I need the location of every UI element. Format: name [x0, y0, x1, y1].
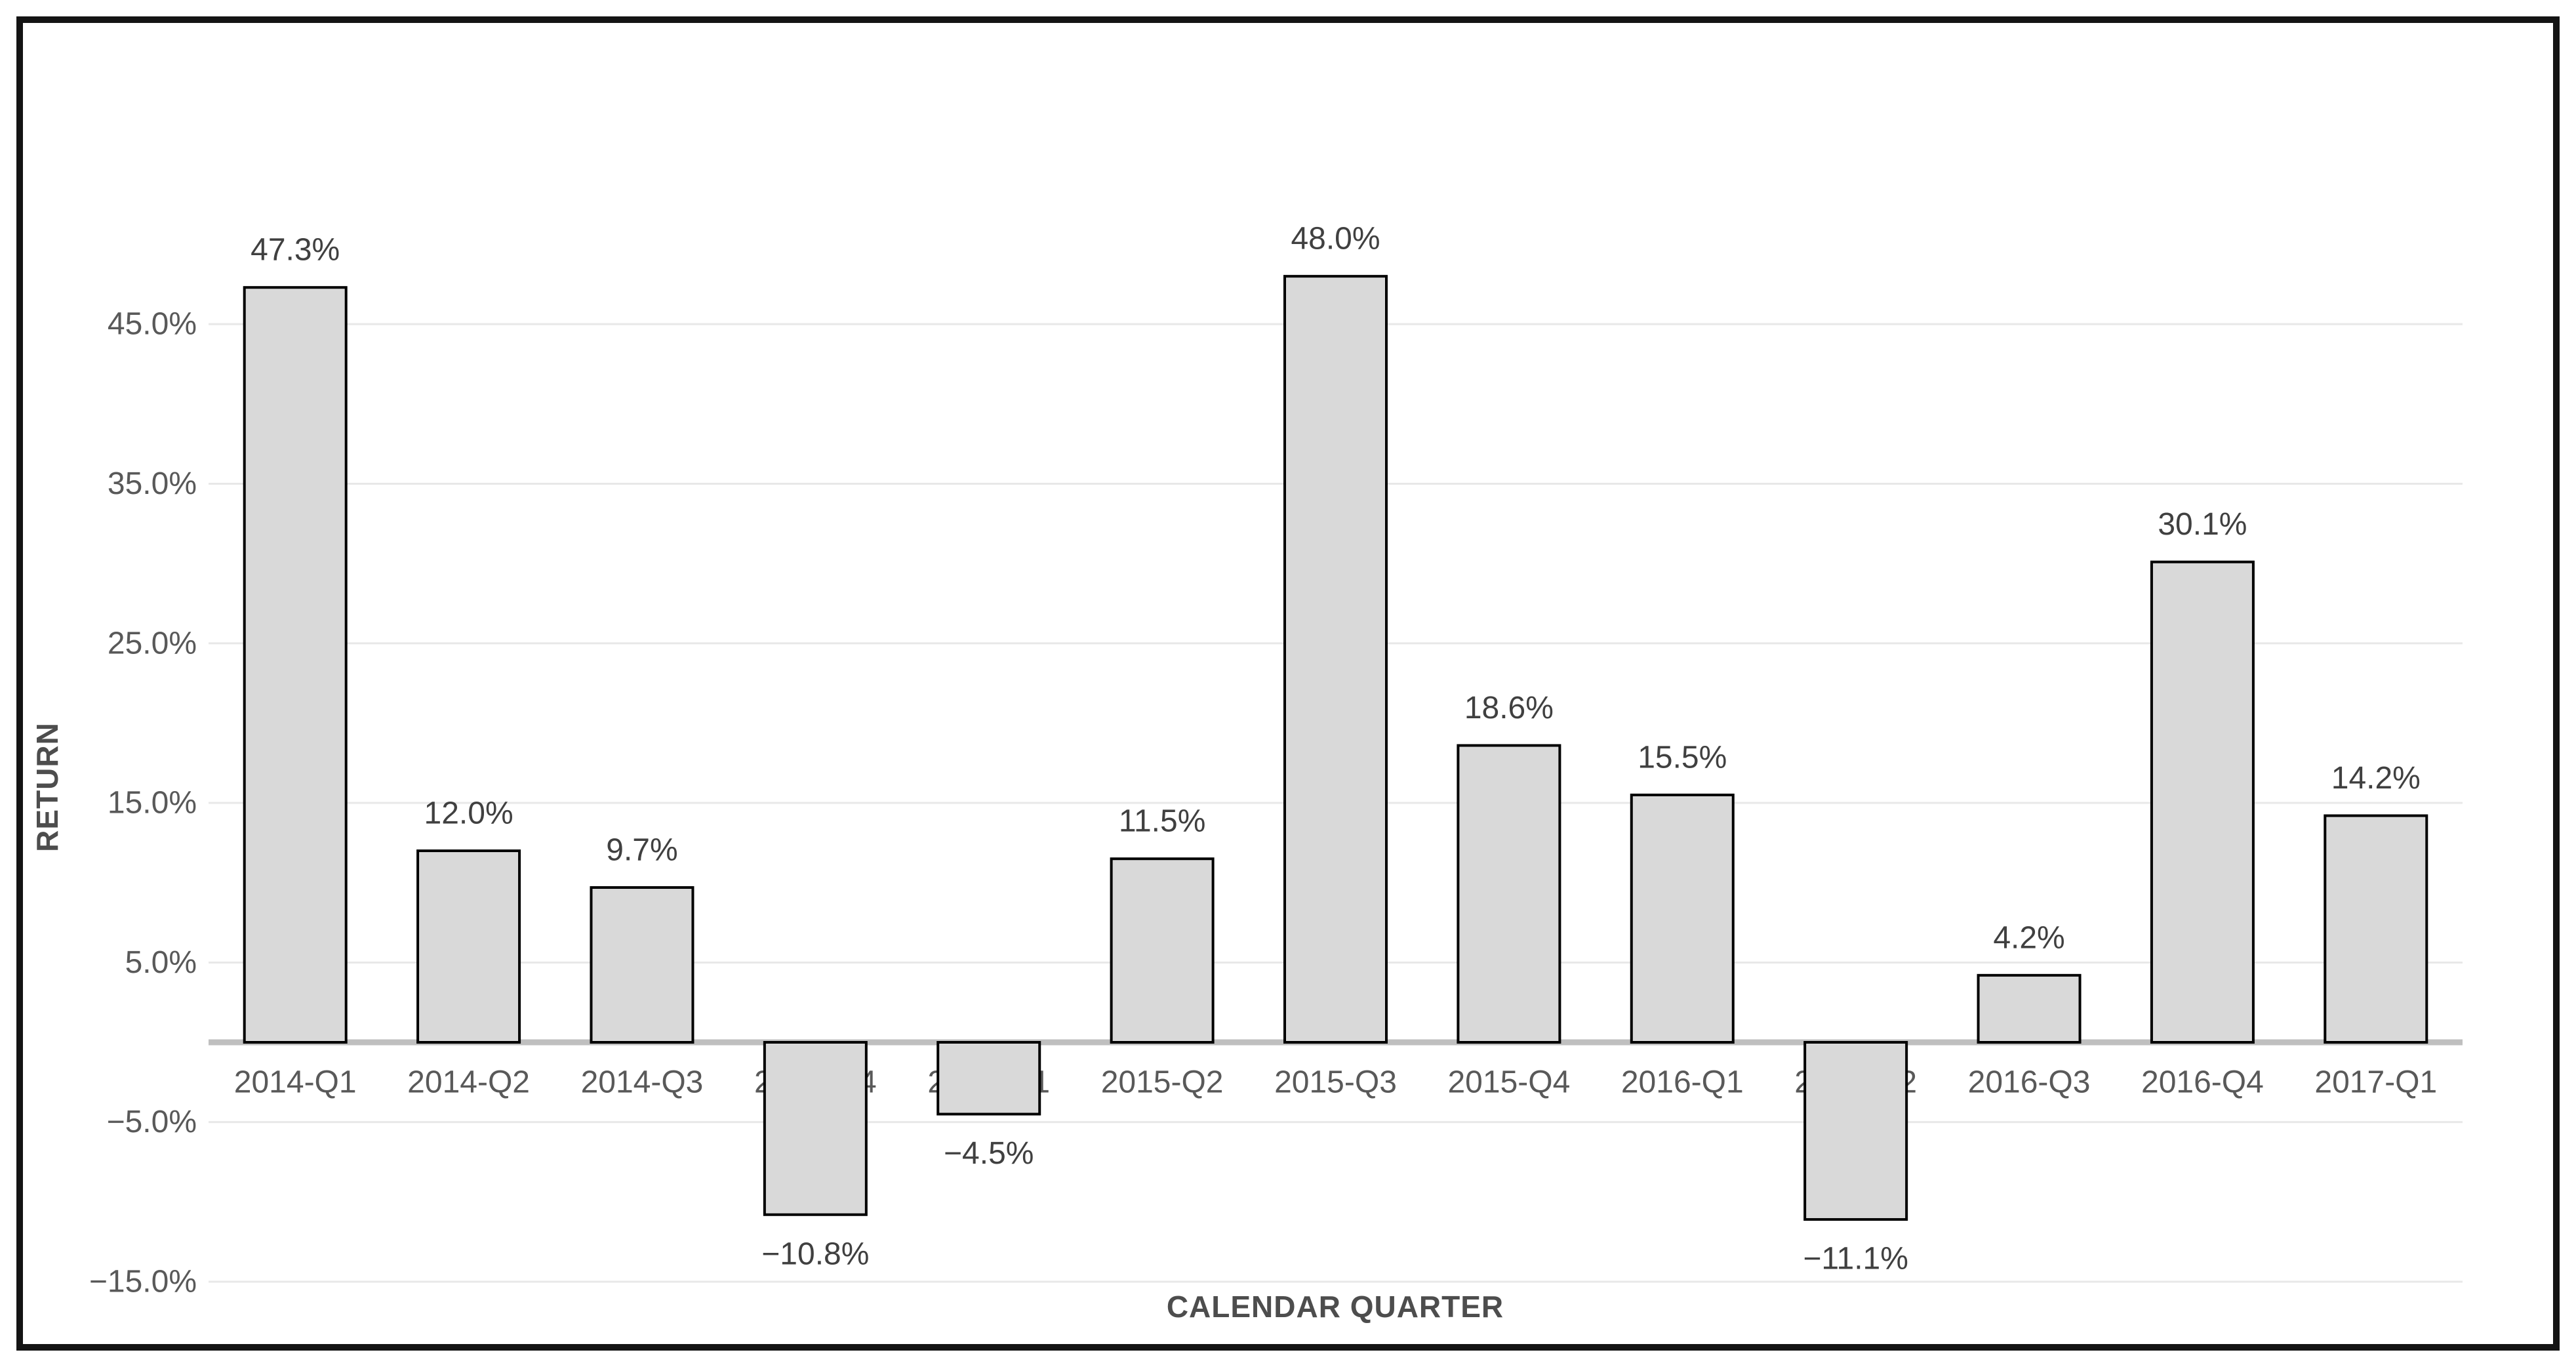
bar	[2324, 814, 2428, 1044]
x-axis-tick-labels: 2014-Q12014-Q22014-Q32014-Q42015-Q12015-…	[234, 1065, 2437, 1100]
bar	[243, 286, 348, 1044]
y-axis-title: RETURN	[30, 722, 64, 852]
bar	[1630, 793, 1735, 1044]
bar-value-label: 15.5%	[1638, 740, 1727, 775]
y-tick-label: −5.0%	[107, 1105, 197, 1139]
bar-value-label: 47.3%	[251, 233, 340, 268]
x-tick-label: 2015-Q2	[1101, 1065, 1224, 1100]
bar	[763, 1041, 868, 1216]
y-tick-label: 15.0%	[108, 786, 197, 821]
y-tick-label: 5.0%	[125, 945, 197, 980]
y-tick-label: 25.0%	[108, 626, 197, 661]
x-tick-label: 2014-Q1	[234, 1065, 357, 1100]
y-tick-label: −15.0%	[89, 1264, 197, 1299]
bar	[1283, 275, 1388, 1044]
data-labels: 47.3% 12.0% 9.7% −10.8% −4.5% 11.5% 48.0% 18.6%…	[251, 222, 2421, 1276]
bar-value-label: −4.5%	[944, 1136, 1034, 1171]
bar	[936, 1041, 1041, 1116]
x-tick-label: 2014-Q3	[581, 1065, 704, 1100]
bar	[590, 886, 694, 1044]
y-tick-label: 35.0%	[108, 466, 197, 501]
bar	[1803, 1041, 1908, 1221]
bar-value-label: 12.0%	[424, 796, 513, 831]
bar-value-label: 18.6%	[1464, 691, 1554, 725]
x-axis-title: CALENDAR QUARTER	[1167, 1290, 1504, 1324]
y-tick-label: 45.0%	[108, 307, 197, 342]
bar-value-label: 4.2%	[1993, 920, 2064, 955]
bar-value-label: −11.1%	[1803, 1242, 1908, 1276]
x-tick-label: 2015-Q4	[1447, 1065, 1570, 1100]
x-tick-label: 2017-Q1	[2314, 1065, 2437, 1100]
x-tick-label: 2016-Q1	[1621, 1065, 1744, 1100]
x-tick-label: 2015-Q3	[1274, 1065, 1397, 1100]
bar-value-label: 11.5%	[1119, 804, 1206, 839]
bar-value-label: 14.2%	[2331, 761, 2421, 796]
bar	[2150, 560, 2255, 1044]
y-axis-tick-labels: 45.0% 35.0% 25.0% 15.0% 5.0% −5.0% −15.0%	[89, 307, 197, 1299]
bar	[1977, 973, 2082, 1044]
x-tick-label: 2016-Q4	[2141, 1065, 2264, 1100]
bar-value-label: −10.8%	[761, 1236, 869, 1271]
bar	[1457, 744, 1561, 1044]
x-tick-label: 2016-Q3	[1968, 1065, 2091, 1100]
bar	[416, 849, 521, 1044]
bars	[243, 275, 2428, 1221]
bar-value-label: 48.0%	[1291, 222, 1380, 256]
x-tick-label: 2014-Q2	[407, 1065, 530, 1100]
bar-value-label: 9.7%	[606, 832, 677, 867]
bar	[1110, 857, 1215, 1044]
bar-value-label: 30.1%	[2158, 507, 2247, 542]
